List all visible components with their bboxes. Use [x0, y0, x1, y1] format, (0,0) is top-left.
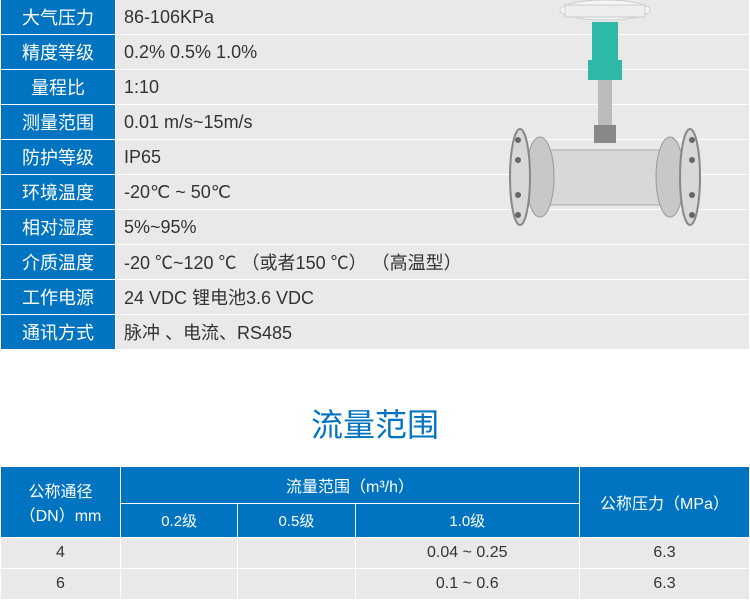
spec-label: 工作电源	[1, 280, 116, 315]
spec-label: 相对湿度	[1, 210, 116, 245]
flow-cell-g05	[238, 538, 355, 569]
flow-range-title: 流量范围	[0, 400, 750, 446]
flow-cell-g02	[121, 569, 238, 600]
th-pressure: 公称压力（MPa）	[580, 467, 750, 538]
flow-cell-dn: 4	[1, 538, 121, 569]
spec-section: 大气压力86-106KPa精度等级 0.2% 0.5% 1.0%量程比1:10测…	[0, 0, 750, 350]
th-g05: 0.5级	[238, 504, 355, 538]
spec-row: 通讯方式脉冲 、电流、RS485	[1, 315, 750, 350]
spec-value: 24 VDC 锂电池3.6 VDC	[116, 280, 750, 315]
th-range: 流量范围（m³/h）	[121, 467, 580, 504]
flowmeter-image	[480, 0, 730, 260]
spec-label: 精度等级	[1, 35, 116, 70]
spec-label: 量程比	[1, 70, 116, 105]
flow-cell-g02	[121, 538, 238, 569]
spec-label: 防护等级	[1, 140, 116, 175]
flow-cell-pressure: 6.3	[580, 538, 750, 569]
spec-row: 工作电源24 VDC 锂电池3.6 VDC	[1, 280, 750, 315]
flow-row: 6 0.1 ~ 0.66.3	[1, 569, 750, 600]
flow-range-table: 公称通径（DN）mm 流量范围（m³/h） 公称压力（MPa） 0.2级 0.5…	[0, 466, 750, 600]
flow-row: 4 0.04 ~ 0.256.3	[1, 538, 750, 569]
flow-cell-g05	[238, 569, 355, 600]
spec-label: 测量范围	[1, 105, 116, 140]
spec-label: 环境温度	[1, 175, 116, 210]
th-g10: 1.0级	[355, 504, 579, 538]
th-dn: 公称通径（DN）mm	[1, 467, 121, 538]
flow-cell-pressure: 6.3	[580, 569, 750, 600]
spec-value: 脉冲 、电流、RS485	[116, 315, 750, 350]
flow-cell-g10: 0.1 ~ 0.6	[355, 569, 579, 600]
spec-label: 通讯方式	[1, 315, 116, 350]
th-g02: 0.2级	[121, 504, 238, 538]
spec-label: 大气压力	[1, 0, 116, 35]
flow-cell-g10: 0.04 ~ 0.25	[355, 538, 579, 569]
spec-label: 介质温度	[1, 245, 116, 280]
flow-cell-dn: 6	[1, 569, 121, 600]
